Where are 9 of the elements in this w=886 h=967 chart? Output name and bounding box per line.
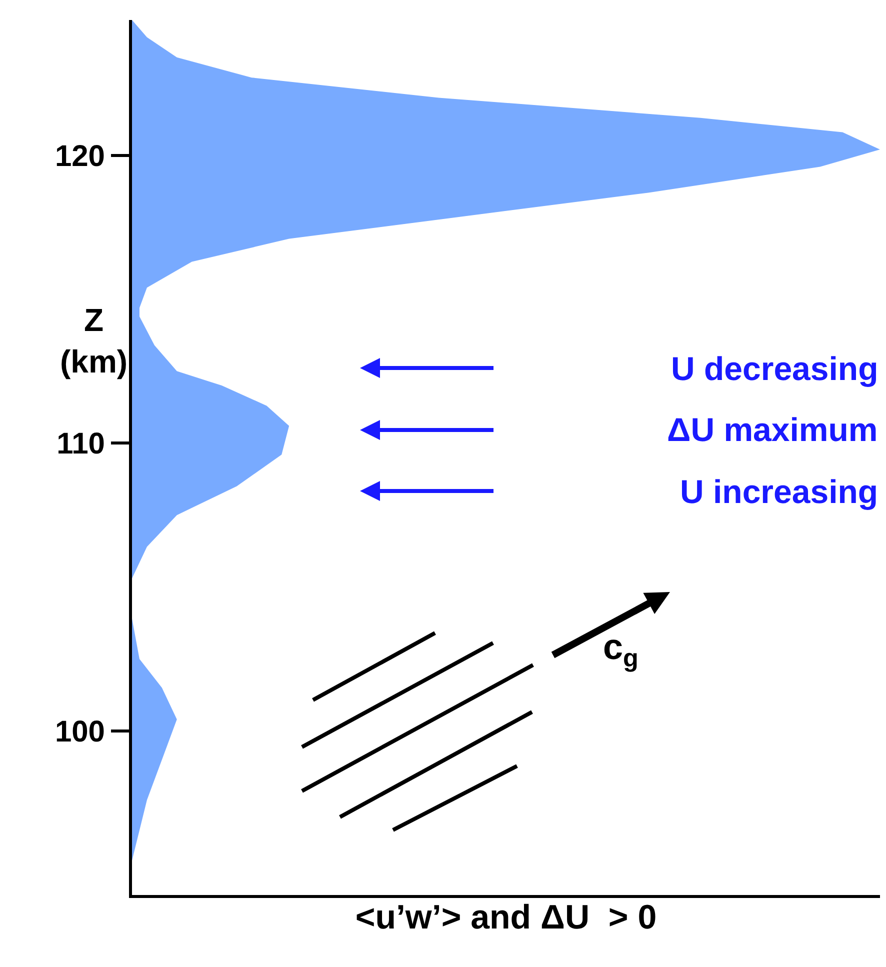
x-axis-title: <u’w’> and ΔU > 0 bbox=[355, 898, 657, 936]
y-axis-title: Z (km) bbox=[60, 302, 128, 380]
annotation: ΔU maximum bbox=[667, 411, 878, 448]
annotation: c$_{g}$ bbox=[603, 626, 638, 673]
annotation: U decreasing bbox=[671, 350, 878, 387]
y-tick-label: 120 bbox=[54, 140, 105, 173]
y-tick-label: 100 bbox=[54, 715, 105, 748]
annotation: U increasing bbox=[680, 473, 878, 510]
y-tick-label: 110 bbox=[56, 428, 105, 461]
